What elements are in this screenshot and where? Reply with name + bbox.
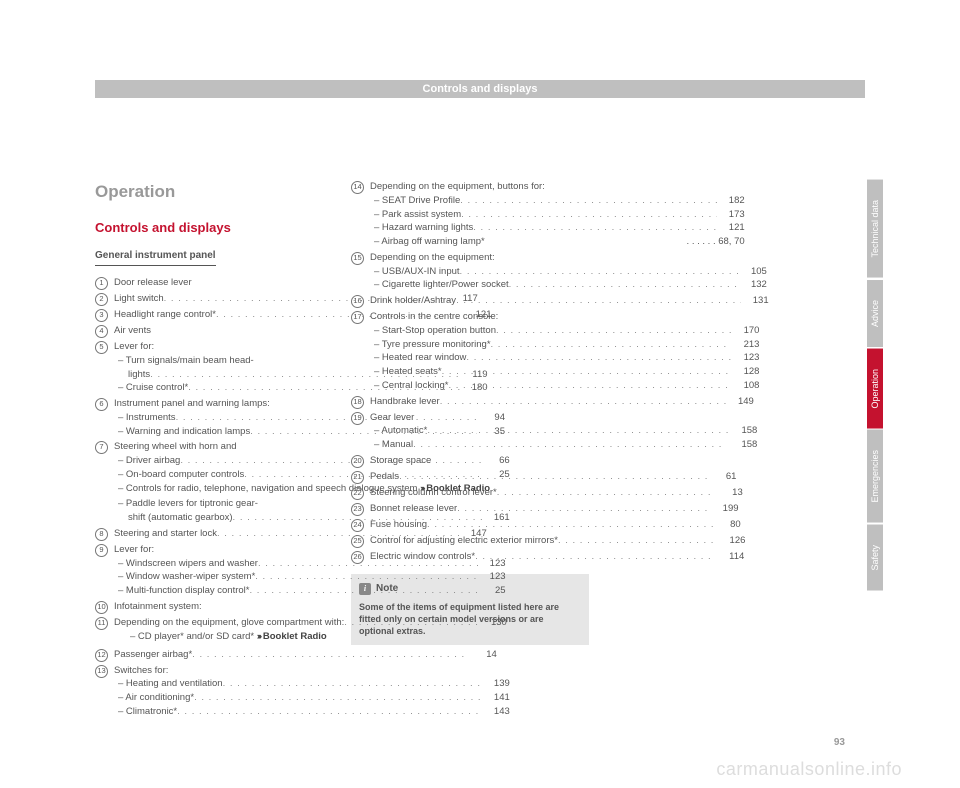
toc-item: 7Steering wheel with horn and– Driver ai… (95, 440, 333, 525)
toc-item: 11Depending on the equipment, glove comp… (95, 616, 333, 646)
toc-item: 9Lever for:– Windscreen wipers and washe… (95, 543, 333, 598)
item-number-circle: 14 (351, 181, 364, 194)
toc-item: 16Drink holder/Ashtray131 (351, 294, 589, 308)
toc-item: 20 Storage space (351, 454, 589, 468)
toc-item: 1 Door release lever (95, 276, 333, 290)
item-body: Controls in the centre console:– Start-S… (370, 310, 759, 393)
content-columns: Operation Controls and displays General … (95, 180, 845, 728)
item-number-circle: 2 (95, 293, 108, 306)
heading-panel: General instrument panel (95, 249, 216, 266)
toc-item: 26Electric window controls*114 (351, 550, 589, 564)
heading-controls: Controls and displays (95, 219, 333, 238)
item-body: Gear lever– Automatic*158– Manual158 (370, 411, 757, 452)
item-number-circle: 18 (351, 396, 364, 409)
item-number-circle: 26 (351, 551, 364, 564)
item-body: Fuse housing80 (370, 518, 741, 532)
item-body: Switches for:– Heating and ventilation13… (114, 664, 510, 719)
item-number-circle: 3 (95, 309, 108, 322)
toc-item: 8Steering and starter lock147 (95, 527, 333, 541)
item-number-circle: 13 (95, 665, 108, 678)
watermark: carmanualsonline.info (716, 759, 902, 780)
side-tab[interactable]: Operation (867, 349, 883, 429)
toc-item: 6Instrument panel and warning lamps:– In… (95, 397, 333, 438)
toc-item: 18Handbrake lever149 (351, 395, 589, 409)
item-number-circle: 20 (351, 455, 364, 468)
toc-item: 22Steering column control lever*13 (351, 486, 589, 500)
item-number-circle: 4 (95, 325, 108, 338)
item-number-circle: 6 (95, 398, 108, 411)
toc-item: 13Switches for:– Heating and ventilation… (95, 664, 333, 719)
side-tab[interactable]: Emergencies (867, 430, 883, 523)
item-number-circle: 9 (95, 544, 108, 557)
toc-item: 17Controls in the centre console:– Start… (351, 310, 589, 393)
toc-item: 19Gear lever– Automatic*158– Manual158 (351, 411, 589, 452)
item-number-circle: 19 (351, 412, 364, 425)
item-number-circle: 23 (351, 503, 364, 516)
item-body: Electric window controls*114 (370, 550, 744, 564)
item-body: Drink holder/Ashtray131 (370, 294, 769, 308)
info-icon: i (359, 583, 371, 595)
side-tab[interactable]: Technical data (867, 180, 883, 278)
toc-item: 2Light switch117 (95, 292, 333, 306)
toc-item: 25Control for adjusting electric exteri­… (351, 534, 589, 548)
toc-item: 5Lever for:– Turn signals/main beam head… (95, 340, 333, 395)
page-number: 93 (834, 737, 845, 748)
item-body: Depending on the equipment:– USB/AUX-IN … (370, 251, 767, 292)
side-tab[interactable]: Advice (867, 280, 883, 347)
item-number-circle: 24 (351, 519, 364, 532)
toc-item: 14Depending on the equipment, but­tons f… (351, 180, 589, 249)
page-header-text: Controls and displays (423, 83, 538, 95)
toc-item: 24Fuse housing80 (351, 518, 589, 532)
toc-item: 23Bonnet release lever199 (351, 502, 589, 516)
item-body: Bonnet release lever199 (370, 502, 739, 516)
item-number-circle: 22 (351, 487, 364, 500)
item-number-circle: 15 (351, 252, 364, 265)
item-number-circle: 12 (95, 649, 108, 662)
item-number-circle: 8 (95, 528, 108, 541)
item-body: Passenger airbag*14 (114, 648, 497, 662)
item-body: Handbrake lever149 (370, 395, 754, 409)
item-body: Storage space (370, 454, 589, 468)
toc-item: 10 Infotainment system: (95, 600, 333, 614)
item-body: Pedals61 (370, 470, 736, 484)
side-tabs: Technical data Advice OperationEmergencies… (867, 180, 885, 592)
toc-item: 15Depending on the equipment:– USB/AUX-I… (351, 251, 589, 292)
side-tab[interactable]: Safety (867, 525, 883, 591)
item-body: Depending on the equipment, but­tons for… (370, 180, 745, 249)
note-title: Note (376, 582, 398, 597)
toc-item: 21Pedals61 (351, 470, 589, 484)
heading-operation: Operation (95, 180, 333, 205)
item-number-circle: 21 (351, 471, 364, 484)
item-number-circle: 16 (351, 295, 364, 308)
item-body: Door release lever (114, 276, 333, 290)
item-number-circle: 17 (351, 311, 364, 324)
toc-item: 3Headlight range control*121 (95, 308, 333, 322)
page-header-bar: Controls and displays (95, 80, 865, 98)
item-number-circle: 1 (95, 277, 108, 290)
item-number-circle: 5 (95, 341, 108, 354)
item-number-circle: 7 (95, 441, 108, 454)
item-body: Infotainment system: (114, 600, 333, 614)
toc-item: 4 Air vents (95, 324, 333, 338)
toc-item: 12Passenger airbag*14 (95, 648, 333, 662)
item-body: Control for adjusting electric exteri­or… (370, 534, 745, 548)
item-body: Steering column control lever*13 (370, 486, 743, 500)
item-body: Air vents (114, 324, 333, 338)
item-number-circle: 25 (351, 535, 364, 548)
item-number-circle: 11 (95, 617, 108, 630)
item-number-circle: 10 (95, 601, 108, 614)
